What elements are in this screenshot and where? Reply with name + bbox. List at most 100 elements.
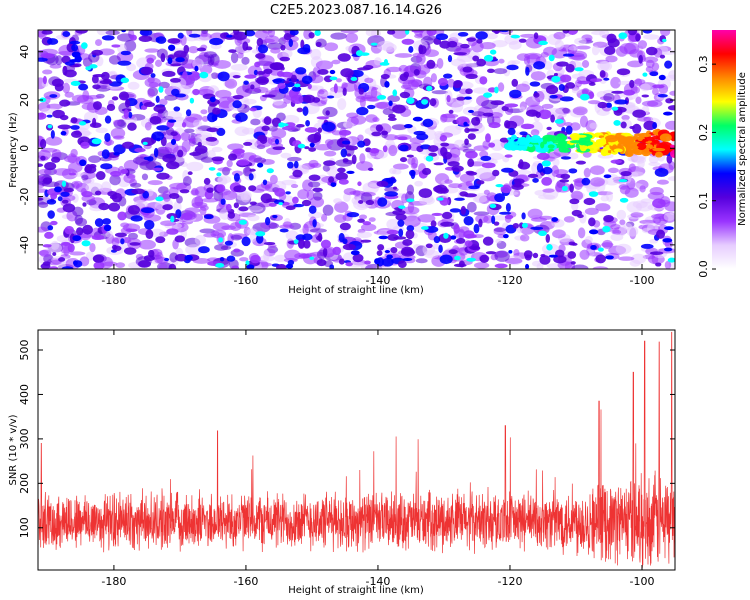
heatmap-cell — [487, 152, 504, 161]
heatmap-cell — [465, 170, 475, 175]
heatmap-cell — [558, 83, 565, 92]
heatmap-cell — [377, 244, 385, 251]
heatmap-cell — [472, 195, 488, 203]
heatmap-cell — [309, 142, 315, 148]
heatmap-cell — [230, 52, 239, 64]
heatmap-cell — [342, 238, 348, 245]
heatmap-cell — [117, 211, 127, 221]
heatmap-cell — [638, 54, 643, 64]
heatmap-cell — [492, 56, 497, 61]
heatmap-cell — [142, 190, 150, 199]
heatmap-cell — [574, 37, 587, 45]
heatmap-cell — [419, 196, 435, 206]
heatmap-cell — [351, 154, 357, 165]
heatmap-cell — [417, 214, 436, 223]
heatmap-cell — [630, 212, 644, 218]
heatmap-cell — [46, 38, 59, 45]
heatmap-cell — [391, 124, 407, 131]
heatmap-cell — [140, 207, 155, 214]
heatmap-cell — [467, 133, 476, 140]
heatmap-cell — [392, 89, 398, 97]
heatmap-cell — [167, 38, 181, 44]
heatmap-cell — [501, 167, 514, 173]
heatmap-cell — [545, 84, 559, 95]
heatmap-cell — [342, 158, 349, 163]
heatmap-cell — [395, 213, 407, 221]
heatmap-cell — [129, 242, 141, 246]
heatmap-cell — [177, 149, 184, 158]
heatmap-cell — [466, 37, 477, 42]
heatmap-cell — [215, 89, 232, 99]
heatmap-cell — [421, 99, 429, 105]
heatmap-cell — [600, 195, 610, 202]
heatmap-cell — [291, 86, 302, 92]
heatmap-cell — [595, 254, 607, 264]
figure-title: C2E5.2023.087.16.14.G26 — [270, 3, 442, 18]
heatmap-cell — [561, 148, 571, 153]
heatmap-cell — [81, 190, 93, 198]
heatmap-cell — [308, 159, 319, 168]
heatmap-cell — [388, 144, 398, 157]
heatmap-cell — [282, 49, 293, 58]
heatmap-cell — [649, 71, 659, 77]
heatmap-cell — [100, 163, 113, 170]
colorbar-tick-label: 0.0 — [697, 260, 710, 278]
heatmap-cell — [194, 65, 199, 72]
heatmap-cell — [571, 88, 582, 94]
heatmap-cell — [459, 191, 469, 197]
heatmap-cell — [371, 131, 382, 137]
heatmap-cell — [406, 184, 415, 196]
heatmap-cell — [101, 149, 110, 159]
heatmap-cell — [543, 61, 553, 70]
heatmap-cell — [405, 30, 410, 35]
heatmap-cell — [111, 96, 119, 101]
heatmap-cell — [105, 30, 120, 36]
heatmap-cell — [118, 91, 130, 101]
heatmap-cell — [263, 241, 276, 246]
heatmap-cell — [99, 79, 113, 85]
heatmap-cell — [659, 133, 672, 142]
heatmap-cell — [553, 31, 566, 40]
heatmap-cell — [570, 261, 576, 265]
heatmap-cell — [649, 251, 664, 255]
heatmap-cell — [554, 118, 564, 124]
heatmap-cell — [84, 165, 97, 174]
heatmap-cell — [67, 243, 75, 253]
heatmap-cell — [213, 59, 231, 69]
heatmap-cell — [101, 181, 112, 193]
heatmap-cell — [147, 180, 163, 186]
heatmap-cell — [272, 99, 284, 106]
heatmap-cell — [626, 201, 642, 214]
heatmap-cell — [652, 198, 666, 209]
heatmap-cell — [519, 106, 526, 112]
heatmap-cell — [138, 239, 156, 250]
heatmap-cell — [61, 199, 69, 204]
heatmap-cell — [39, 138, 47, 149]
heatmap-cell — [652, 122, 658, 130]
heatmap-cell — [155, 95, 160, 103]
heatmap-cell — [639, 185, 646, 193]
heatmap-cell — [211, 156, 225, 162]
heatmap-cell — [244, 74, 257, 79]
heatmap-cell — [170, 138, 177, 146]
heatmap-cell — [623, 89, 635, 96]
heatmap-cell — [449, 147, 461, 158]
heatmap-cell — [164, 257, 170, 262]
heatmap-cell — [70, 117, 78, 124]
heatmap-cell — [314, 30, 321, 36]
heatmap-cell — [479, 254, 489, 263]
heatmap-cell — [493, 221, 500, 226]
heatmap-cell — [530, 129, 540, 136]
heatmap-cell — [583, 197, 596, 206]
heatmap-cell — [46, 103, 63, 110]
heatmap-cell — [438, 244, 443, 253]
heatmap-cell — [297, 143, 306, 149]
heatmap-cell — [410, 170, 416, 180]
heatmap-cell — [527, 143, 534, 148]
heatmap-cell — [350, 250, 360, 256]
heatmap-cell — [648, 154, 659, 164]
y-tick-label: -40 — [18, 236, 31, 254]
heatmap-cell — [189, 97, 195, 104]
heatmap-cell — [95, 127, 108, 134]
heatmap-cell — [155, 196, 164, 202]
